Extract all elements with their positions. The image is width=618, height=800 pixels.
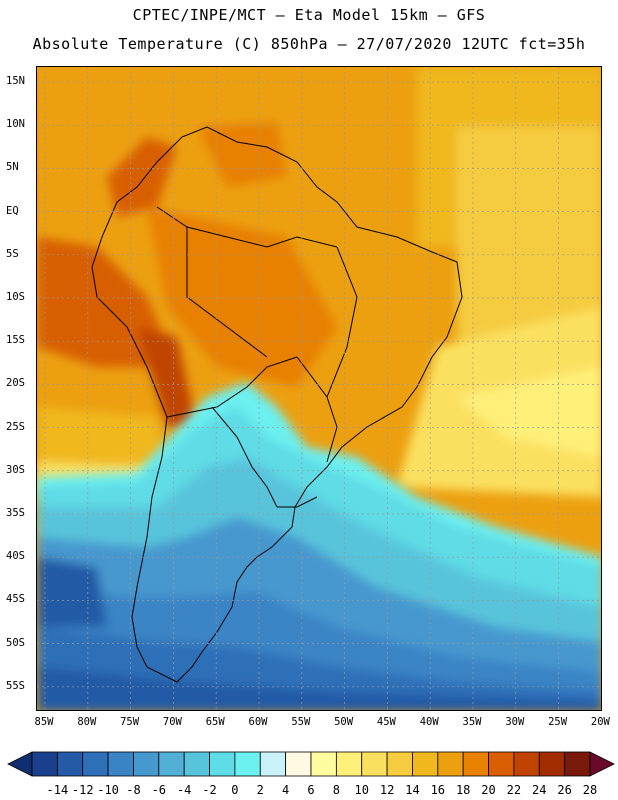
lat-label: EQ xyxy=(6,204,19,217)
border-amazon xyxy=(156,206,338,248)
lon-label: 35W xyxy=(462,716,482,728)
lat-label: 5S xyxy=(6,247,19,260)
colorbar-swatch xyxy=(412,751,439,777)
colorbar-swatch xyxy=(56,751,84,777)
colorbar-tick-label: 14 xyxy=(405,783,420,797)
cold-zone-6 xyxy=(37,667,601,710)
venezuela-hot xyxy=(197,122,287,187)
colorbar-tick-label: 22 xyxy=(506,783,522,797)
lat-label: 35S xyxy=(6,507,25,519)
map-panel xyxy=(36,66,602,711)
colorbar-swatch xyxy=(437,751,464,777)
lat-label: 20S xyxy=(6,377,25,390)
andes-hot-north xyxy=(107,137,177,217)
pacific-mid xyxy=(37,407,167,467)
lat-label: 15N xyxy=(6,75,25,87)
colorbar-tick-label: -12 xyxy=(71,783,94,797)
central-continent-warm xyxy=(147,207,337,387)
continent-outline xyxy=(91,126,463,683)
lon-label: 30W xyxy=(505,716,525,728)
border-argentina-bolivia xyxy=(211,406,278,508)
temperature-field-map xyxy=(37,67,601,710)
colorbar-swatch xyxy=(183,751,210,777)
colorbar-tick-label: 28 xyxy=(582,783,598,797)
colorbar-swatch xyxy=(361,751,388,777)
colorbar-swatch xyxy=(107,751,134,777)
colorbar-tick-label: -8 xyxy=(126,783,141,797)
border-uruguay xyxy=(277,496,318,508)
lat-label: 40S xyxy=(6,550,25,563)
colorbar-swatch xyxy=(538,751,566,777)
lon-label: 25W xyxy=(548,716,568,728)
colorbar-tick-label: 0 xyxy=(231,783,239,797)
lon-label: 20W xyxy=(590,716,610,728)
colorbar-swatch xyxy=(259,751,287,777)
colorbar-tick-label: 2 xyxy=(256,783,264,797)
border-north xyxy=(166,356,298,418)
lon-label: 80W xyxy=(77,716,97,728)
colorbar-high-arrow xyxy=(589,751,615,777)
lon-label: 50W xyxy=(334,716,354,728)
colorbar-tick-label: 18 xyxy=(455,783,471,797)
coastlines xyxy=(91,126,463,683)
colorbar-tick-label: 20 xyxy=(481,783,496,797)
colorbar-swatch xyxy=(133,751,160,777)
lon-label: 70W xyxy=(162,716,182,728)
colorbar-tick-label: -4 xyxy=(176,783,192,797)
colorbar-swatch xyxy=(158,751,185,777)
lon-label: 40W xyxy=(419,716,439,728)
lat-label: 50S xyxy=(6,636,25,649)
colorbar-tick-label: 16 xyxy=(430,783,446,797)
colorbar-tick-label: -2 xyxy=(202,783,217,797)
colorbar xyxy=(7,751,615,777)
colorbar-tick-label: -6 xyxy=(151,783,167,797)
colorbar-swatch xyxy=(513,751,540,777)
border-peru-brazil xyxy=(186,227,268,358)
lat-label: 55S xyxy=(6,679,25,692)
colorbar-swatch xyxy=(310,751,337,777)
colorbar-low-arrow xyxy=(7,751,33,777)
lat-label: 15S xyxy=(6,334,25,347)
colorbar-tick-label: 12 xyxy=(379,783,395,797)
colorbar-tick-label: 8 xyxy=(332,783,340,797)
colorbar-swatch xyxy=(488,751,515,777)
lon-label: 55W xyxy=(291,716,311,728)
lat-label: 10S xyxy=(6,291,25,303)
colorbar-swatch xyxy=(386,751,413,777)
colorbar-tick-label: -10 xyxy=(97,783,119,797)
colorbar-swatch xyxy=(462,751,489,777)
map-subtitle: Absolute Temperature (C) 850hPa – 27/07/… xyxy=(32,35,586,53)
atlantic-mild-zone xyxy=(457,127,601,347)
lon-label: 60W xyxy=(248,716,268,728)
colorbar-swatch xyxy=(209,751,236,777)
lon-label: 65W xyxy=(205,716,225,728)
map-title: CPTEC/INPE/MCT – Eta Model 15km – GFS xyxy=(132,6,486,24)
pacific-cold-pocket xyxy=(37,557,107,627)
lat-label: 25S xyxy=(6,420,25,433)
colorbar-tick-label: -14 xyxy=(46,783,69,797)
lat-label: 5N xyxy=(6,161,19,174)
colorbar-tick-label: 4 xyxy=(282,783,290,797)
colorbar-swatch xyxy=(82,751,109,777)
lon-label: 85W xyxy=(34,716,54,728)
lat-label: 30S xyxy=(6,463,25,476)
colorbar-swatch xyxy=(285,751,312,777)
chile-hot-strip xyxy=(137,327,197,427)
lat-label: 10N xyxy=(6,118,25,131)
lon-label: 45W xyxy=(376,716,396,728)
lon-label: 75W xyxy=(120,716,140,728)
lat-lon-grid xyxy=(37,67,601,710)
border-brazil-states xyxy=(326,246,358,398)
colorbar-tick-label: 26 xyxy=(557,783,572,797)
colorbar-swatch xyxy=(564,751,591,777)
lat-label: 45S xyxy=(6,593,25,606)
colorbar-swatch xyxy=(31,751,58,777)
colorbar-swatch xyxy=(234,751,261,777)
colorbar-tick-label: 6 xyxy=(307,783,315,797)
colorbar-tick-label: 24 xyxy=(532,783,547,797)
border-brazil-paraguay xyxy=(296,356,338,463)
colorbar-tick-label: 10 xyxy=(354,783,369,797)
colorbar-swatch xyxy=(335,751,363,777)
subtropical-pale xyxy=(457,367,601,457)
